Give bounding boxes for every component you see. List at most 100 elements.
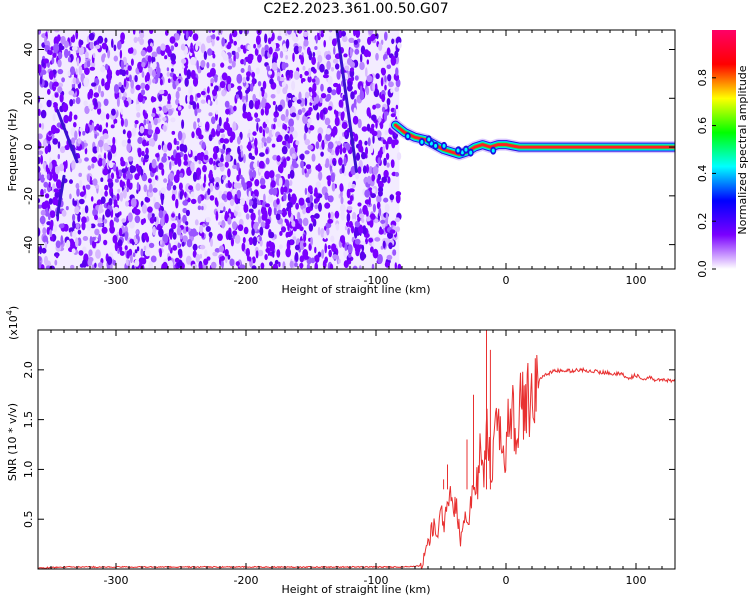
- noise-blob: [155, 175, 158, 181]
- noise-blob: [83, 100, 88, 107]
- colorbar-ticks: 0.0 0.2 0.4 0.6 0.8: [696, 69, 716, 278]
- noise-blob: [117, 188, 121, 193]
- noise-blob: [281, 226, 286, 233]
- noise-blob: [255, 117, 261, 123]
- noise-blob: [247, 44, 251, 51]
- noise-blob: [357, 216, 361, 222]
- noise-blob: [361, 253, 367, 259]
- noise-blob: [289, 169, 295, 179]
- noise-blob: [67, 56, 71, 63]
- noise-blob: [353, 133, 359, 142]
- noise-blob: [172, 185, 177, 191]
- noise-blob: [208, 112, 213, 117]
- noise-blob: [310, 236, 313, 246]
- noise-blob: [366, 164, 369, 174]
- noise-blob: [102, 168, 109, 176]
- noise-blob: [233, 105, 237, 112]
- noise-blob: [271, 62, 278, 72]
- noise-blob: [47, 88, 51, 95]
- noise-blob: [120, 60, 125, 70]
- noise-blob: [248, 152, 253, 159]
- noise-blob: [162, 144, 168, 153]
- noise-blob: [265, 126, 270, 134]
- noise-blob: [104, 37, 108, 44]
- noise-blob: [353, 39, 358, 45]
- noise-blob: [238, 89, 242, 98]
- noise-blob: [70, 127, 76, 137]
- noise-blob: [384, 203, 390, 213]
- noise-blob: [328, 30, 333, 33]
- noise-blob: [254, 179, 260, 187]
- noise-blob: [154, 216, 157, 222]
- noise-blob: [291, 112, 297, 118]
- noise-blob: [272, 123, 276, 130]
- noise-blob: [124, 231, 128, 241]
- noise-blob: [57, 68, 64, 75]
- noise-blob: [222, 176, 226, 181]
- noise-blob: [281, 145, 288, 155]
- noise-blob: [52, 113, 56, 122]
- noise-blob: [205, 226, 211, 232]
- noise-blob: [110, 124, 115, 129]
- noise-blob: [276, 155, 281, 162]
- noise-blob: [40, 154, 43, 165]
- noise-blob: [339, 144, 343, 155]
- noise-blob: [338, 99, 344, 108]
- noise-blob: [260, 262, 265, 269]
- noise-blob: [182, 207, 187, 214]
- noise-blob: [57, 141, 61, 149]
- noise-blob: [340, 111, 345, 121]
- noise-blob: [242, 111, 249, 119]
- noise-blob: [295, 140, 300, 146]
- noise-blob: [336, 84, 342, 95]
- noise-blob: [160, 187, 166, 194]
- snr-multiplier-close: ): [7, 306, 20, 310]
- noise-blob: [277, 35, 282, 41]
- noise-blob: [51, 94, 55, 104]
- noise-blob: [185, 30, 189, 40]
- noise-blob: [394, 217, 401, 223]
- noise-blob: [268, 231, 275, 239]
- noise-blob: [240, 150, 244, 158]
- noise-blob: [229, 198, 235, 207]
- noise-blob: [281, 61, 287, 71]
- noise-blob: [98, 208, 104, 213]
- noise-blob: [112, 136, 116, 145]
- noise-blob: [280, 114, 286, 121]
- noise-blob: [75, 97, 81, 105]
- noise-blob: [378, 207, 382, 217]
- noise-blob: [124, 100, 129, 108]
- noise-blob: [113, 44, 117, 52]
- noise-blob: [314, 204, 319, 210]
- noise-blob: [163, 178, 168, 183]
- noise-blob: [320, 151, 324, 157]
- noise-blob: [75, 77, 79, 85]
- snr-xtick-label: 100: [626, 574, 647, 587]
- noise-blob: [348, 181, 352, 191]
- noise-blob: [340, 196, 344, 205]
- noise-blob: [72, 34, 75, 43]
- noise-blob: [40, 174, 45, 183]
- noise-blob: [264, 92, 268, 99]
- noise-blob: [74, 200, 78, 206]
- noise-blob: [97, 262, 104, 269]
- noise-blob: [220, 255, 225, 261]
- noise-blob: [367, 137, 371, 147]
- noise-blob: [221, 219, 226, 229]
- noise-blob: [170, 222, 177, 230]
- noise-blob: [142, 139, 147, 147]
- noise-blob: [306, 122, 311, 128]
- noise-blob: [308, 125, 315, 131]
- noise-blob: [245, 89, 250, 94]
- noise-blob: [286, 30, 292, 35]
- noise-blob: [118, 81, 122, 88]
- noise-blob: [98, 157, 102, 163]
- noise-blob: [164, 55, 168, 60]
- noise-blob: [253, 43, 256, 49]
- noise-blob: [394, 74, 400, 81]
- noise-blob: [38, 255, 42, 262]
- noise-blob: [394, 50, 399, 59]
- noise-blob: [92, 178, 98, 186]
- noise-blob: [173, 245, 176, 251]
- noise-blob: [41, 69, 47, 75]
